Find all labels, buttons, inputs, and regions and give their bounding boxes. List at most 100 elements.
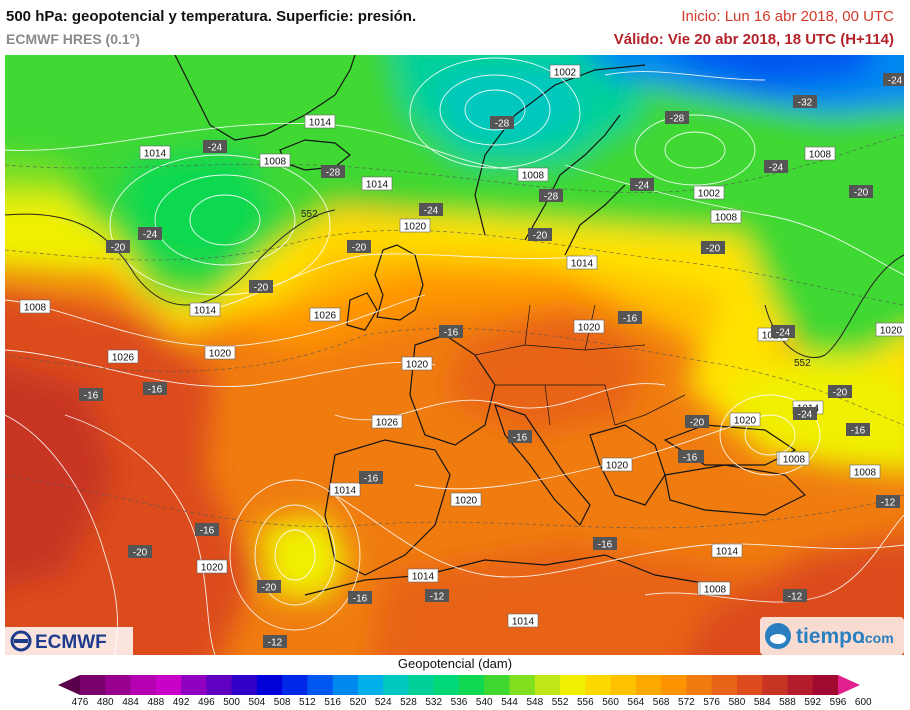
isobar-label-bg (407, 568, 439, 583)
temperature-label-text: -24 (424, 206, 439, 217)
temperature-label-text: -28 (326, 168, 341, 179)
colorbar-tick-label: 520 (349, 697, 367, 708)
isobar-label: 1014 (304, 114, 336, 129)
colorbar-cell (585, 675, 612, 695)
isobar-label-text: 1014 (412, 572, 435, 583)
temperature-label-bg (257, 580, 281, 593)
isobar-label-bg (399, 218, 431, 233)
temperature-label: -16 (593, 537, 617, 551)
temperature-label: -24 (771, 325, 795, 339)
isobar-label-bg (549, 64, 581, 79)
isobar-label-text: 1020 (201, 563, 224, 574)
isobar-label: 1020 (401, 356, 433, 371)
ecmwf-logo-text: ECMWF (35, 632, 107, 653)
colorbar-tick-label: 496 (197, 697, 215, 708)
isobar-label: 1008 (849, 464, 881, 479)
isobar-label-bg (699, 581, 731, 596)
colorbar-tick-label: 584 (753, 697, 771, 708)
turkey-coast (664, 464, 807, 516)
tiempo-logo: tiempo .com (760, 617, 904, 655)
temperature-label-text: -20 (352, 243, 367, 254)
field-green-northwest (115, 145, 275, 275)
isobar-label: 1020 (204, 345, 236, 360)
tiempo-logo-text: tiempo (796, 625, 865, 648)
contour-552-west (5, 209, 336, 306)
temperature-label-bg (490, 116, 514, 129)
isobar-low-southeast-1 (744, 414, 796, 456)
isobar-low-west-1 (189, 194, 261, 246)
colorbar-tick-label: 548 (526, 697, 544, 708)
colorbar-tick-label: 588 (779, 697, 796, 708)
temperature-label: -24 (883, 73, 904, 87)
temperature-label-bg (347, 240, 371, 253)
colorbar-tick-label: 564 (627, 697, 645, 708)
isobar-label-text: 1002 (698, 189, 721, 200)
temperature-label-bg (249, 280, 273, 293)
isobar-low-north-1 (464, 89, 526, 131)
isobar-label-bg (204, 345, 236, 360)
temperature-label-bg (883, 73, 904, 86)
isobar-label-text: 1026 (314, 311, 337, 322)
isobar-label-bg (19, 299, 51, 314)
temperature-label: -20 (347, 240, 371, 254)
isobar-label: 1020 (573, 319, 605, 334)
isobar-label: 1014 (507, 613, 539, 628)
tiempo-logo-bg (760, 617, 904, 655)
temperature-label-text: -20 (706, 244, 721, 255)
temperature-label: -24 (419, 203, 443, 217)
colorbar-cell (787, 675, 814, 695)
field-deep-red-west (5, 365, 115, 587)
temperature-label-text: -12 (430, 592, 445, 603)
colorbar-tick-label: 556 (576, 697, 594, 708)
temperature-label-bg (348, 591, 372, 604)
temperature-label-bg (508, 430, 532, 443)
temperature-label: -20 (849, 185, 873, 199)
field-deep-blue-northeast (677, 55, 872, 90)
isobar-label-text: 1014 (716, 547, 739, 558)
temperature-label-bg (665, 111, 689, 124)
temperature-label: -16 (678, 450, 702, 464)
temperature-label: -24 (764, 160, 788, 174)
isobar-label: 1008 (710, 209, 742, 224)
temperature-label: -20 (106, 240, 130, 254)
isobar-label: 1008 (19, 299, 51, 314)
temperature-label-text: -20 (854, 188, 869, 199)
contour-label: 552 (301, 209, 318, 220)
temperature-label-bg (685, 415, 709, 428)
temperature-label-text: -20 (254, 283, 269, 294)
colorbar (58, 675, 860, 695)
isobar-label-text: 1008 (24, 303, 47, 314)
temperature-label-text: -20 (833, 388, 848, 399)
isobar-label-bg (196, 559, 228, 574)
temperature-label: -16 (143, 382, 167, 396)
colorbar-tick-label: 592 (804, 697, 822, 708)
colorbar-cell (484, 675, 511, 695)
scandinavia-coast (474, 64, 646, 256)
temperature-label-text: -28 (670, 114, 685, 125)
temperature-label-bg (783, 589, 807, 602)
tiempo-logo-suffix: .com (861, 630, 894, 646)
colorbar-tick-label: 552 (551, 697, 569, 708)
temperature-label-text: -28 (495, 119, 510, 130)
temperature-label-text: -16 (683, 453, 698, 464)
isobar-low-west-2 (154, 174, 296, 266)
temperature-label: -16 (348, 591, 372, 605)
temperature-label: -12 (263, 635, 287, 649)
temperature-label-bg (539, 189, 563, 202)
isobar-low-southeast-2 (719, 394, 821, 476)
temperature-label-bg (425, 589, 449, 602)
british-isles-coast (346, 244, 424, 331)
isobar-label-bg (304, 114, 336, 129)
temperature-label-text: -12 (881, 498, 896, 509)
temperature-label: -12 (425, 589, 449, 603)
temperature-label-text: -16 (623, 314, 638, 325)
isobar-label-text: 1020 (606, 461, 629, 472)
temperature-label-text: -20 (111, 243, 126, 254)
colorbar-tick-label: 488 (147, 697, 165, 708)
colorbar-cell (736, 675, 763, 695)
colorbar-cell-max (838, 675, 860, 695)
isobar-low-northeast-1 (664, 131, 726, 169)
temperature-label: -28 (665, 111, 689, 125)
isobar-label-bg (371, 414, 403, 429)
temperature-label: -24 (138, 227, 162, 241)
